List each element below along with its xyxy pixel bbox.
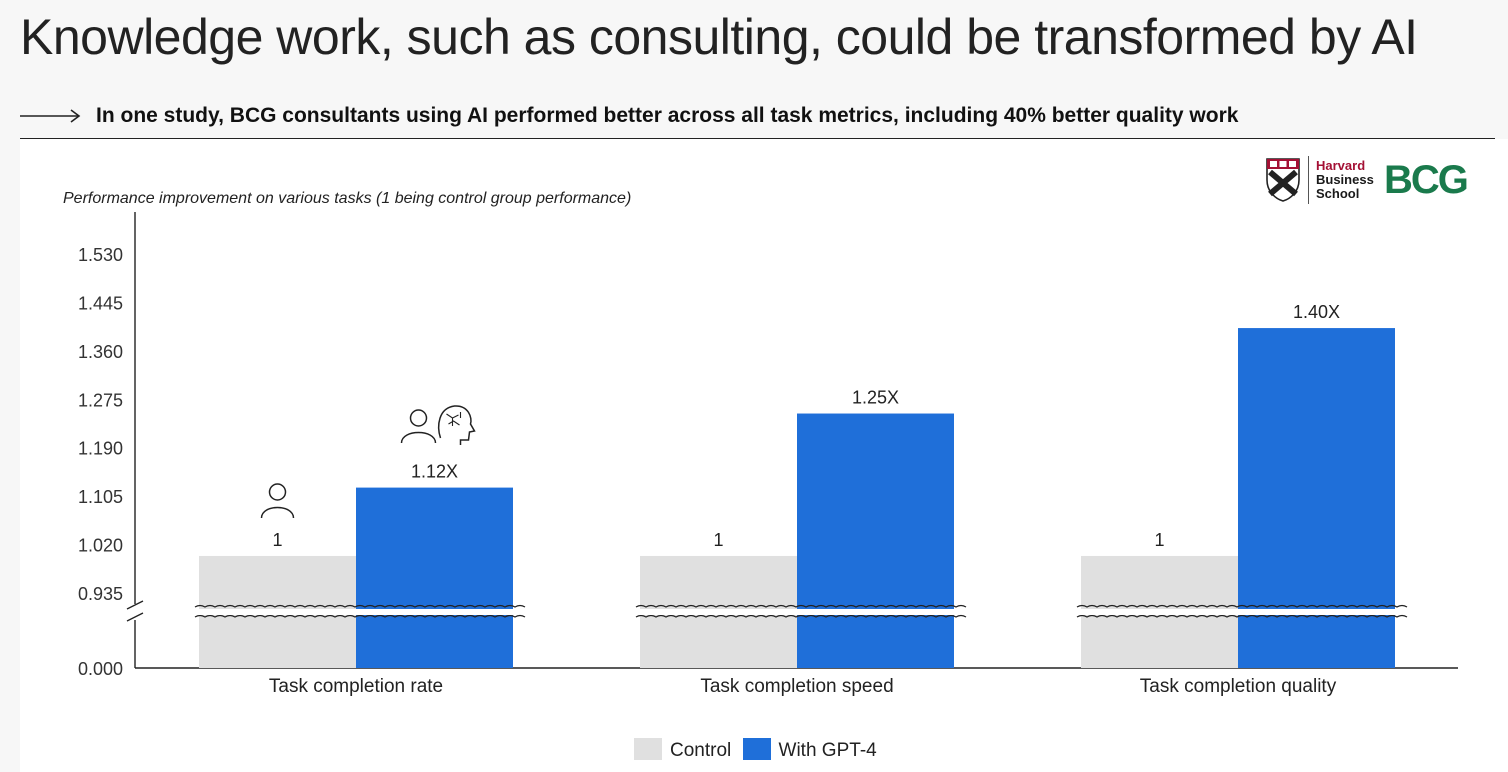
person-icon-body	[260, 506, 295, 519]
page-title: Knowledge work, such as consulting, coul…	[20, 9, 1418, 65]
y-axis-break-icon	[126, 600, 144, 622]
chart-legend: Control With GPT-4	[634, 738, 883, 764]
header-divider	[20, 138, 1495, 139]
y-tick-label: 0.935	[78, 584, 123, 604]
axis-break-wave	[635, 614, 967, 618]
chart-title: Performance improvement on various tasks…	[63, 190, 631, 207]
legend-swatch-control	[634, 738, 662, 760]
axis-break-wave	[194, 604, 526, 608]
partner-logos: Harvard Business School BCG	[1266, 156, 1471, 206]
hbs-shield-icon	[1266, 158, 1300, 202]
y-tick-label: 1.275	[78, 390, 123, 410]
data-label-control-1: 1	[272, 530, 282, 550]
legend-label-gpt4: With GPT-4	[778, 740, 877, 761]
person-icon	[268, 483, 287, 501]
legend-item-gpt4: With GPT-4	[742, 738, 877, 762]
data-label-gpt4-2: 1.25X	[852, 388, 899, 408]
y-tick-label: 1.190	[78, 439, 123, 459]
legend-item-control: Control	[634, 738, 731, 762]
ai-circuit-lines	[446, 412, 462, 426]
data-label-gpt4-1: 1.12X	[411, 462, 458, 482]
axis-break-wave	[1076, 614, 1408, 618]
axis-break-wave	[1076, 604, 1408, 608]
page-subtitle: In one study, BCG consultants using AI p…	[96, 104, 1239, 127]
legend-label-control: Control	[670, 740, 732, 761]
bar-gpt4-2	[797, 413, 954, 668]
x-category-label: Task completion rate	[269, 676, 443, 697]
person-ai-icon	[409, 409, 428, 427]
y-tick-label: 1.530	[78, 245, 123, 265]
y-tick-label: 1.020	[78, 536, 123, 556]
y-tick-label: 0.000	[78, 659, 123, 679]
x-category-label: Task completion quality	[1140, 676, 1337, 697]
hbs-divider	[1308, 156, 1309, 204]
legend-swatch-gpt4	[742, 738, 771, 760]
y-tick-label: 1.360	[78, 342, 123, 362]
data-label-gpt4-3: 1.40X	[1293, 302, 1340, 322]
data-label-control-3: 1	[1154, 530, 1164, 550]
y-tick-label: 1.105	[78, 487, 123, 507]
axis-break-gap	[195, 609, 517, 615]
arrow-right-icon	[20, 109, 81, 123]
data-label-control-2: 1	[713, 530, 723, 550]
x-category-label: Task completion speed	[700, 676, 893, 697]
axis-break-gap	[636, 609, 958, 615]
hbs-wordmark: Harvard Business School	[1316, 158, 1374, 201]
ai-brain-icon	[438, 405, 476, 445]
y-tick-label: 1.445	[78, 293, 123, 313]
bcg-logo: BCG	[1384, 158, 1469, 202]
axis-break-wave	[194, 614, 526, 618]
person-ai-icon-body	[400, 431, 437, 444]
axis-break-wave	[635, 604, 967, 608]
bar-gpt4-1	[356, 487, 513, 668]
axis-break-gap	[1077, 609, 1399, 615]
